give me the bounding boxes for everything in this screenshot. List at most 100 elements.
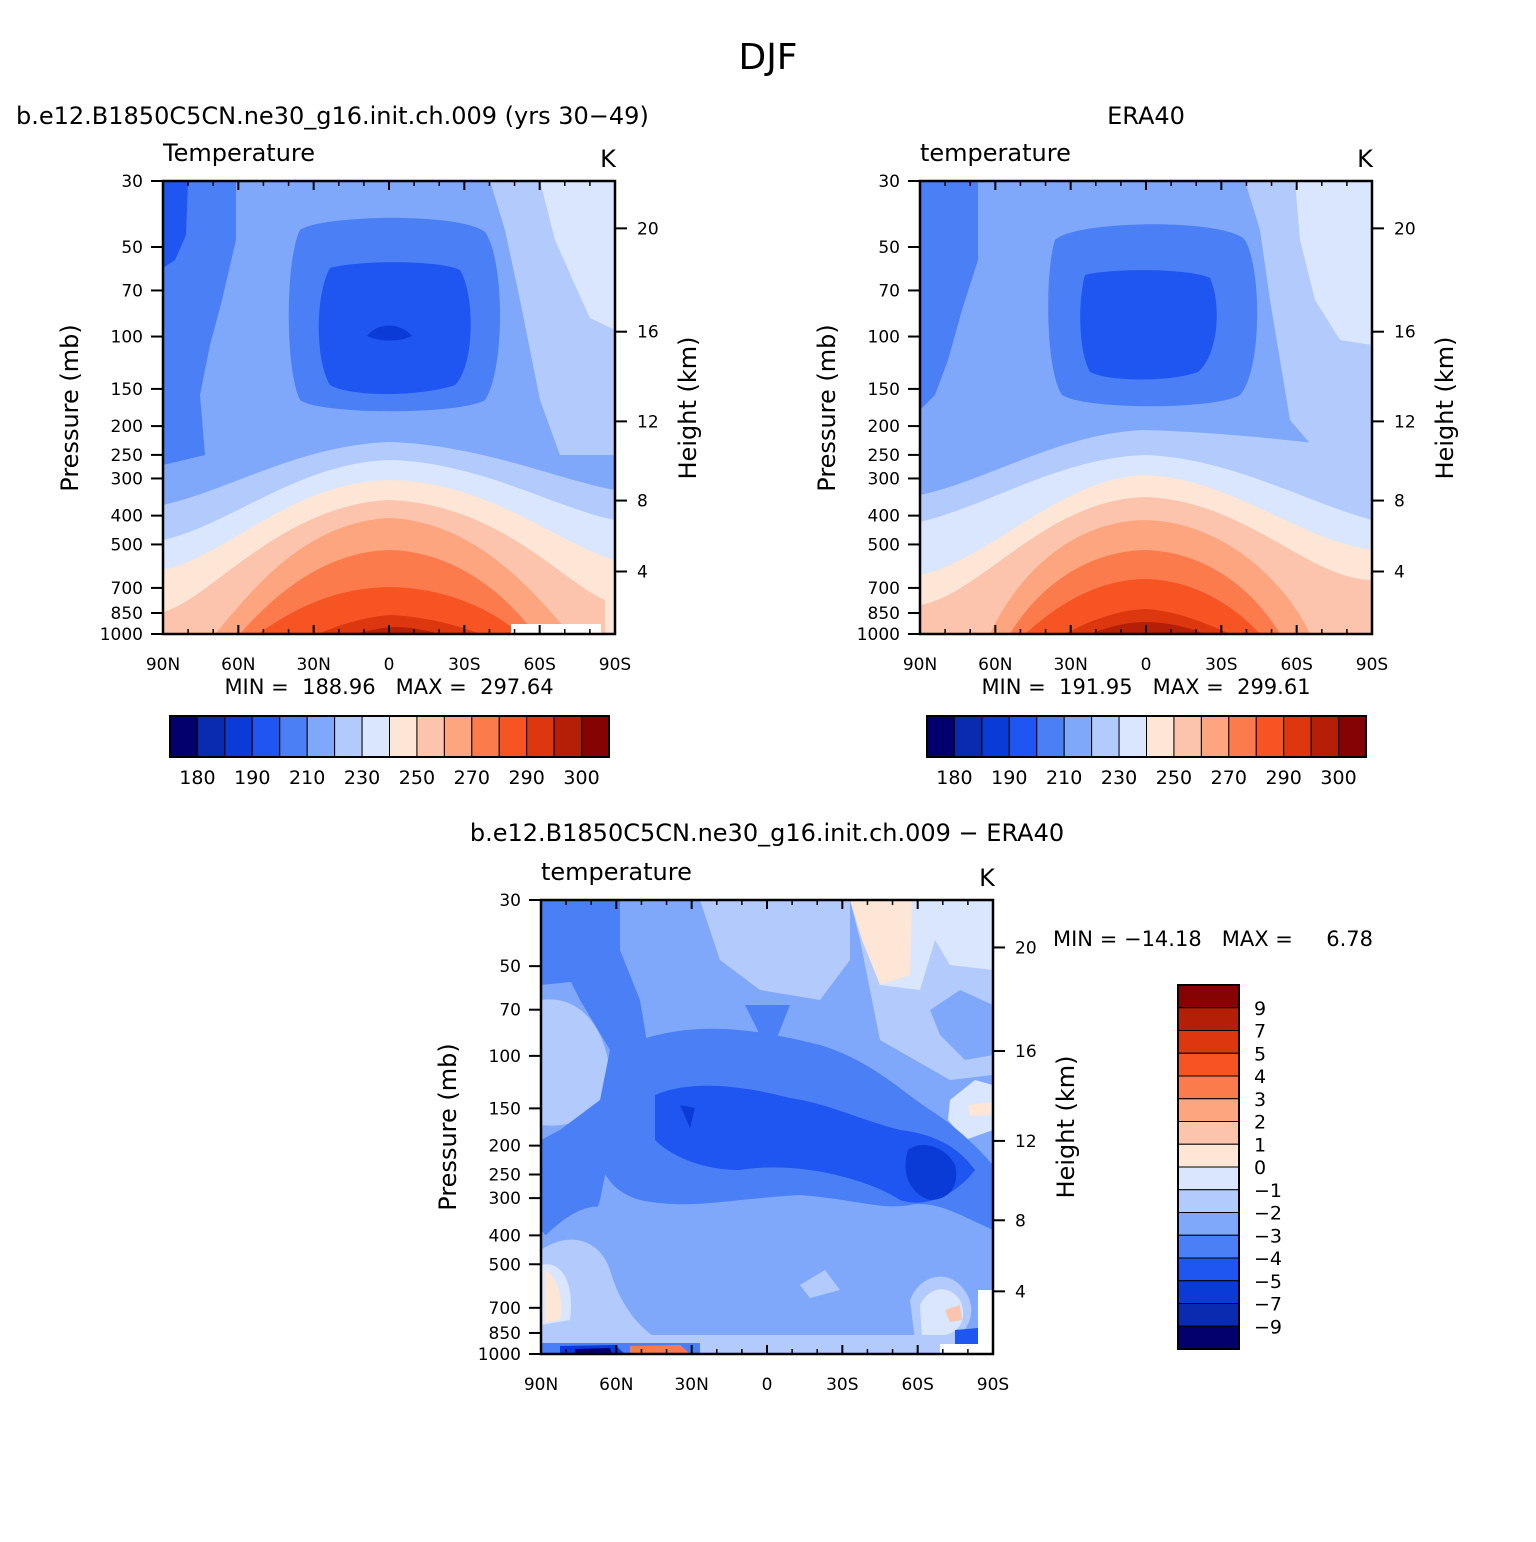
colorbar-swatch <box>1177 1325 1240 1350</box>
colorbar-swatch <box>1310 715 1340 758</box>
y2-tick-label: 4 <box>637 562 648 582</box>
x-tick-label: 30S <box>826 1375 858 1395</box>
colorbar-swatch <box>1008 715 1038 758</box>
colorbar-swatch <box>1177 1098 1240 1122</box>
colorbar-label: 3 <box>1254 1089 1266 1111</box>
y-tick-label: 100 <box>868 328 900 348</box>
y-tick-label: 700 <box>868 579 900 599</box>
y-tick-label: 30 <box>121 172 143 192</box>
y2-tick-label: 12 <box>637 412 659 432</box>
x-tick-label: 90N <box>146 655 180 675</box>
panel-difference: b.e12.B1850C5CN.ne30_g16.init.ch.009 − E… <box>434 819 1373 1395</box>
colorbar-swatch <box>1177 1143 1240 1168</box>
x-tick-label: 90S <box>599 655 631 675</box>
colorbar-swatch <box>1063 715 1093 758</box>
colorbar-label: 190 <box>234 767 270 789</box>
colorbar-swatch <box>169 715 198 758</box>
y-tick-label: 150 <box>868 380 900 400</box>
y-tick-label: 850 <box>111 604 143 624</box>
y2-tick-label: 8 <box>637 492 648 512</box>
panel-difference-title: b.e12.B1850C5CN.ne30_g16.init.ch.009 − E… <box>470 819 1064 847</box>
panel-model-left-label: Temperature <box>162 139 315 167</box>
colorbar-swatch <box>1338 715 1367 758</box>
y-tick-label: 100 <box>489 1047 521 1067</box>
colorbar-swatch <box>581 715 610 758</box>
y-tick-label: 500 <box>111 535 143 555</box>
panel-model-ylabel: Pressure (mb) <box>56 324 84 491</box>
colorbar-swatch <box>1177 1052 1240 1077</box>
colorbar-label: −9 <box>1254 1316 1282 1338</box>
x-tick-label: 90S <box>1356 655 1388 675</box>
y-tick-label: 30 <box>499 891 521 911</box>
x-tick-label: 30S <box>1205 655 1237 675</box>
panel-era40-left-label: temperature <box>920 139 1071 167</box>
panel-era40-stats: MIN = 191.95 MAX = 299.61 <box>981 675 1310 699</box>
colorbar-swatch <box>1177 1166 1240 1191</box>
colorbar-swatch <box>334 715 363 758</box>
panel-model-stats: MIN = 188.96 MAX = 297.64 <box>224 675 553 699</box>
colorbar-swatch <box>1177 1075 1240 1100</box>
x-tick-label: 30S <box>448 655 480 675</box>
x-tick-label: 0 <box>384 655 395 675</box>
y-tick-label: 200 <box>868 417 900 437</box>
y-tick-label: 250 <box>489 1166 521 1186</box>
colorbar-label: −3 <box>1254 1225 1282 1247</box>
colorbar-swatch <box>416 715 445 758</box>
colorbar-swatch <box>926 715 955 758</box>
colorbar-swatch <box>1177 1030 1240 1054</box>
y-tick-label: 400 <box>111 507 143 527</box>
x-tick-label: 30N <box>674 1375 708 1395</box>
colorbar-swatch <box>1177 1303 1240 1327</box>
panel-era40-contours <box>920 181 1372 634</box>
colorbar-swatch <box>1177 1280 1240 1304</box>
colorbar-label: 250 <box>1156 767 1192 789</box>
colorbar-swatch <box>224 715 253 758</box>
colorbar-swatch <box>251 715 281 758</box>
colorbar-frame <box>926 715 1367 758</box>
y2-tick-label: 12 <box>1015 1132 1037 1152</box>
figure-title: DJF <box>738 37 797 78</box>
colorbar-swatch <box>1177 984 1240 1009</box>
y-tick-label: 1000 <box>478 1345 521 1365</box>
colorbar-swatch <box>279 715 308 758</box>
y-tick-label: 300 <box>868 469 900 489</box>
x-tick-label: 30N <box>296 655 330 675</box>
x-tick-label: 60S <box>523 655 555 675</box>
panel-era40-axes: 90N 60N 30N 0 30S 60S 90S 30 50 70 100 150 200 250 300… <box>857 172 1416 675</box>
colorbar-swatch <box>1177 1257 1240 1282</box>
colorbar-label: 270 <box>454 767 490 789</box>
x-tick-label: 30N <box>1053 655 1087 675</box>
y-tick-label: 700 <box>111 579 143 599</box>
x-tick-label: 60N <box>221 655 255 675</box>
x-tick-label: 90S <box>977 1375 1009 1395</box>
colorbar-swatch <box>1177 1121 1240 1145</box>
panel-model-axes: 90N 60N 30N 0 30S 60S 90S 30 50 70 100 150 200 250 300… <box>100 172 659 675</box>
y-tick-label: 50 <box>499 957 521 977</box>
panel-model-title: b.e12.B1850C5CN.ne30_g16.init.ch.009 (yr… <box>16 102 649 130</box>
y-tick-label: 300 <box>111 469 143 489</box>
colorbar-frame <box>169 715 610 758</box>
colorbar-swatch <box>306 715 336 758</box>
panel-era40-title: ERA40 <box>1107 102 1185 130</box>
colorbar-label: 5 <box>1254 1043 1266 1065</box>
panel-era40-units: K <box>1357 145 1374 173</box>
y2-tick-label: 12 <box>1394 412 1416 432</box>
colorbar-label: 210 <box>1046 767 1082 789</box>
y-tick-label: 70 <box>499 1001 521 1021</box>
x-tick-label: 90N <box>524 1375 558 1395</box>
colorbar-label: 0 <box>1254 1157 1266 1179</box>
colorbar-swatch <box>1118 715 1147 758</box>
y-tick-label: 30 <box>878 172 900 192</box>
panel-model-contours <box>163 181 615 634</box>
y2-tick-label: 16 <box>1394 323 1416 343</box>
colorbar-label: 250 <box>399 767 435 789</box>
colorbar-label: 9 <box>1254 998 1266 1020</box>
colorbar-label: 180 <box>936 767 972 789</box>
colorbar-swatch <box>1173 715 1202 758</box>
colorbar-swatch <box>471 715 500 758</box>
panel-difference-axes: 90N 60N 30N 0 30S 60S 90S 30 50 70 100 150 200 250 300… <box>478 891 1037 1395</box>
y-tick-label: 250 <box>868 446 900 466</box>
colorbar-label: −5 <box>1254 1271 1282 1293</box>
colorbar-frame <box>1177 984 1240 1350</box>
